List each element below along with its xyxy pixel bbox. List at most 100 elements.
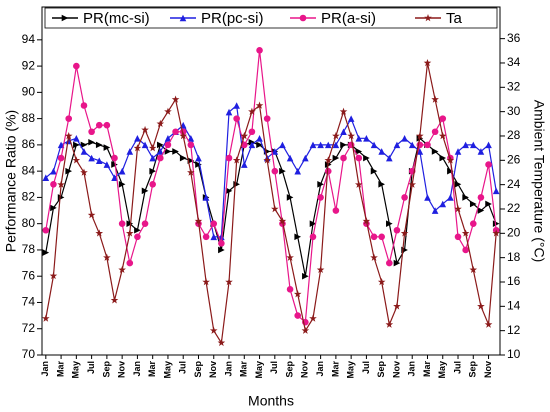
marker xyxy=(225,108,233,116)
marker xyxy=(302,272,309,280)
y2-tick-label: 10 xyxy=(507,347,521,361)
marker xyxy=(218,246,225,254)
marker xyxy=(324,167,332,175)
marker xyxy=(149,154,156,162)
marker xyxy=(332,131,340,140)
marker xyxy=(179,131,188,140)
marker xyxy=(202,277,210,286)
x-tick-label: Jan xyxy=(132,361,142,377)
marker xyxy=(309,233,317,241)
marker xyxy=(286,194,294,201)
marker xyxy=(438,131,447,140)
x-tick-label: Sep xyxy=(468,361,478,378)
y-tick-label: 74 xyxy=(22,295,36,309)
marker xyxy=(454,148,462,155)
marker xyxy=(65,167,73,175)
marker xyxy=(377,277,386,286)
x-tick-label: Nov xyxy=(483,361,493,378)
marker xyxy=(424,194,431,201)
marker xyxy=(164,135,172,142)
marker xyxy=(248,128,256,136)
y-tick-label: 90 xyxy=(22,85,36,99)
marker xyxy=(118,180,126,188)
x-tick-label: May xyxy=(437,361,447,379)
marker xyxy=(217,338,226,347)
marker xyxy=(57,154,65,162)
x-tick-label: Jan xyxy=(315,361,325,377)
marker xyxy=(324,156,333,164)
marker xyxy=(378,233,385,241)
y2-tick-label: 18 xyxy=(507,250,521,264)
marker xyxy=(386,259,393,267)
marker xyxy=(256,47,263,54)
marker xyxy=(447,167,454,175)
marker xyxy=(256,135,263,142)
marker xyxy=(80,168,88,176)
marker xyxy=(263,156,271,164)
marker xyxy=(454,180,462,188)
marker xyxy=(118,265,126,274)
marker xyxy=(439,115,447,122)
y2-tick-label: 22 xyxy=(507,201,521,215)
marker xyxy=(202,194,210,201)
x-tick-label: Nov xyxy=(117,361,127,378)
marker xyxy=(233,102,240,109)
marker xyxy=(126,259,134,267)
marker xyxy=(210,233,218,241)
marker xyxy=(263,115,271,122)
marker xyxy=(492,229,500,237)
marker xyxy=(378,148,385,155)
marker xyxy=(50,167,57,175)
marker xyxy=(347,131,355,140)
marker xyxy=(271,148,279,155)
marker xyxy=(42,314,50,322)
y-tick-label: 76 xyxy=(22,268,36,282)
marker xyxy=(393,226,401,234)
marker xyxy=(148,144,157,152)
marker xyxy=(492,220,500,227)
marker xyxy=(393,302,401,310)
x-tick-label: Jul xyxy=(86,361,96,374)
marker xyxy=(88,128,95,136)
marker xyxy=(446,156,455,164)
x-tick-label: Jan xyxy=(407,361,417,377)
marker xyxy=(462,246,469,254)
y-tick-label: 82 xyxy=(22,190,36,204)
marker xyxy=(363,154,370,162)
marker xyxy=(233,115,240,122)
marker xyxy=(485,161,492,168)
marker xyxy=(118,167,126,175)
marker xyxy=(485,141,492,149)
marker xyxy=(386,154,393,162)
y2-tick-label: 34 xyxy=(507,55,521,69)
x-tick-label: Nov xyxy=(300,361,310,378)
x-tick-label: Mar xyxy=(330,361,340,378)
marker xyxy=(126,148,134,155)
marker xyxy=(61,14,69,22)
marker xyxy=(431,128,439,136)
x-tick-label: Jan xyxy=(223,361,233,377)
marker xyxy=(370,167,378,175)
marker xyxy=(141,125,149,134)
marker xyxy=(431,95,439,103)
marker xyxy=(400,229,409,237)
x-tick-label: Sep xyxy=(284,361,294,378)
marker xyxy=(172,128,179,136)
y2-tick-label: 28 xyxy=(507,128,521,142)
marker xyxy=(57,194,65,201)
marker xyxy=(309,141,317,149)
marker xyxy=(73,62,80,70)
x-tick-label: May xyxy=(71,361,81,379)
marker xyxy=(210,220,218,227)
marker xyxy=(225,187,233,195)
x-tick-label: Jul xyxy=(452,361,462,374)
marker xyxy=(462,194,469,201)
marker xyxy=(134,226,141,234)
marker xyxy=(439,154,447,162)
marker xyxy=(103,121,111,129)
marker xyxy=(240,131,249,140)
marker xyxy=(80,102,88,109)
marker xyxy=(65,115,73,122)
marker xyxy=(293,290,302,298)
marker xyxy=(248,107,256,115)
